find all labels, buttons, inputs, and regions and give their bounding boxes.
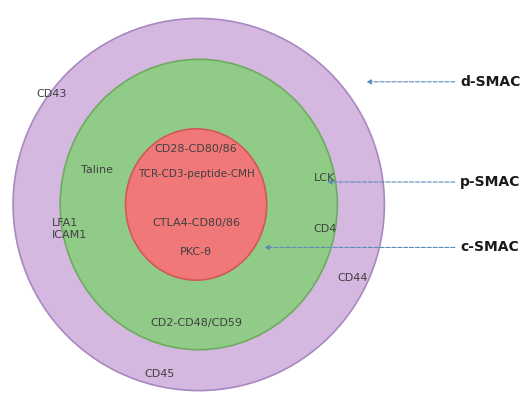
Text: CD2-CD48/CD59: CD2-CD48/CD59 <box>150 318 242 328</box>
Text: Taline: Taline <box>81 165 113 175</box>
Text: c-SMAC: c-SMAC <box>460 240 519 254</box>
Text: PKC-θ: PKC-θ <box>180 247 212 256</box>
Text: CD44: CD44 <box>337 273 368 283</box>
Text: p-SMAC: p-SMAC <box>460 175 520 189</box>
Text: CD45: CD45 <box>144 369 175 379</box>
Text: TCR-CD3-peptide-CMH: TCR-CD3-peptide-CMH <box>138 169 255 179</box>
Text: CD43: CD43 <box>37 89 67 99</box>
Text: CD4: CD4 <box>314 224 337 234</box>
Ellipse shape <box>126 129 267 280</box>
Ellipse shape <box>13 18 384 391</box>
Text: LCK: LCK <box>314 173 335 183</box>
Text: LFA1
ICAM1: LFA1 ICAM1 <box>52 218 87 240</box>
Text: d-SMAC: d-SMAC <box>460 75 520 89</box>
Ellipse shape <box>60 59 337 350</box>
Text: CD28-CD80/86: CD28-CD80/86 <box>155 144 237 154</box>
Text: CTLA4-CD80/86: CTLA4-CD80/86 <box>152 218 240 228</box>
